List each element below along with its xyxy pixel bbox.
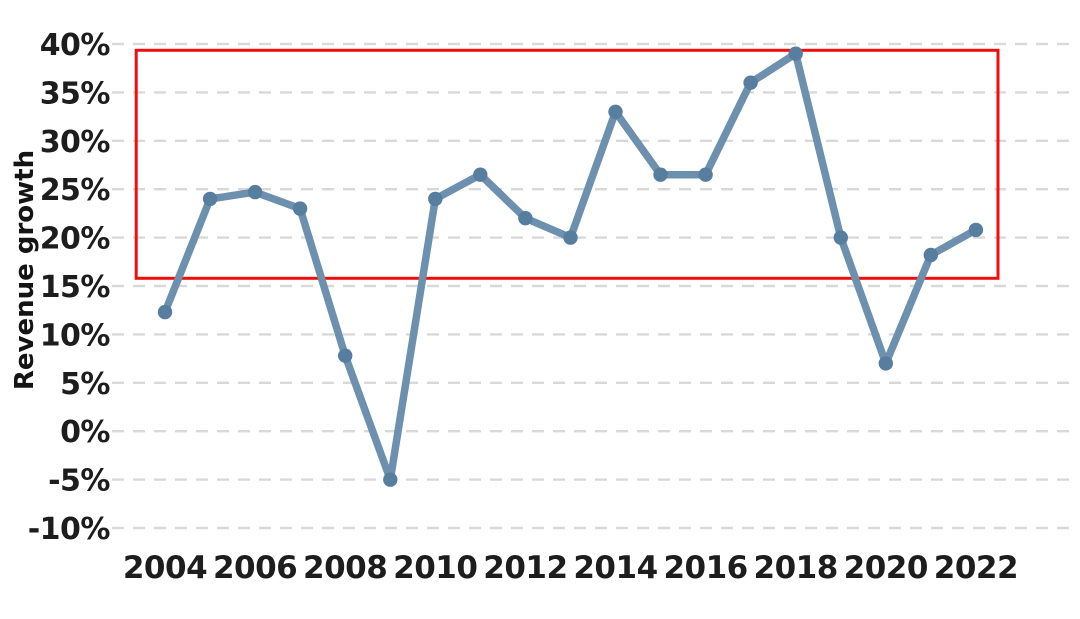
y-tick-label-0: 0% <box>60 415 110 450</box>
x-tick-label-2014: 2014 <box>573 550 657 586</box>
data-point-2012 <box>518 211 533 226</box>
y-tick-label-15: 15% <box>40 270 111 305</box>
data-point-2017 <box>743 75 758 90</box>
x-tick-label-2004: 2004 <box>123 550 207 586</box>
x-tick-label-2008: 2008 <box>303 550 387 586</box>
data-point-2018 <box>788 46 803 61</box>
data-point-2010 <box>428 191 443 207</box>
y-axis-tick-labels: 40% 35% 30% 25% 20% 15% 10% 5% 0% -5% -10% <box>28 28 111 547</box>
x-tick-label-2006: 2006 <box>213 550 297 586</box>
data-point-2020 <box>878 356 893 371</box>
y-tick-label-40: 40% <box>40 28 111 63</box>
data-point-2004 <box>157 304 173 320</box>
data-point-2014 <box>608 104 623 120</box>
x-axis-tick-labels: 2004 2006 2008 2010 2012 2014 2016 2018 2020 2022 <box>123 550 1019 586</box>
x-tick-label-2010: 2010 <box>393 550 477 586</box>
y-axis-title: Revenue growth <box>10 150 40 390</box>
data-point-2016 <box>698 167 713 182</box>
y-tick-label-30: 30% <box>40 125 111 160</box>
y-tick-label--10: -10% <box>28 512 111 547</box>
data-point-2009 <box>383 472 398 487</box>
x-tick-label-2012: 2012 <box>483 550 567 586</box>
data-point-2021 <box>923 247 938 263</box>
x-tick-label-2018: 2018 <box>754 550 838 586</box>
data-point-2019 <box>833 230 848 245</box>
revenue-growth-line <box>161 49 980 484</box>
y-tick-label-10: 10% <box>40 318 111 353</box>
data-point-2011 <box>473 167 488 182</box>
y-tick-label-25: 25% <box>40 173 111 208</box>
highlight-rectangle <box>134 48 1000 280</box>
data-point-2007 <box>292 201 308 216</box>
data-point-2022 <box>968 222 984 238</box>
x-tick-label-2020: 2020 <box>844 550 928 586</box>
y-tick-label-20: 20% <box>40 222 111 257</box>
y-tick-label-5: 5% <box>60 367 110 402</box>
data-point-2008 <box>338 348 353 363</box>
gridlines <box>112 42 1076 530</box>
y-tick-label--5: -5% <box>48 464 110 499</box>
data-point-2013 <box>563 230 578 245</box>
x-tick-label-2022: 2022 <box>934 550 1018 586</box>
data-point-2005 <box>202 191 218 207</box>
data-point-2015 <box>653 167 668 182</box>
data-point-markers <box>157 46 984 487</box>
data-point-2006 <box>247 184 263 200</box>
y-tick-label-35: 35% <box>40 76 111 111</box>
x-tick-label-2016: 2016 <box>663 550 747 586</box>
